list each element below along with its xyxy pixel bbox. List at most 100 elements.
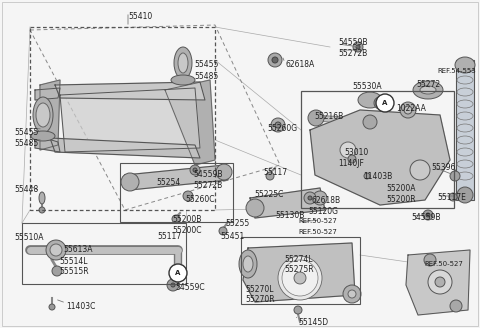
Circle shape xyxy=(404,106,412,114)
Text: 55117E: 55117E xyxy=(437,193,466,202)
Circle shape xyxy=(49,304,55,310)
Polygon shape xyxy=(165,80,215,165)
Text: 55200A: 55200A xyxy=(386,184,416,193)
Circle shape xyxy=(340,142,356,158)
Text: 55613A: 55613A xyxy=(63,245,93,254)
Circle shape xyxy=(278,256,322,300)
Circle shape xyxy=(52,266,62,276)
Text: A: A xyxy=(382,100,388,106)
Circle shape xyxy=(282,260,318,296)
Circle shape xyxy=(304,192,316,204)
Circle shape xyxy=(423,210,433,220)
Ellipse shape xyxy=(358,92,382,108)
Circle shape xyxy=(39,207,45,213)
Ellipse shape xyxy=(39,192,45,204)
Text: 54559B: 54559B xyxy=(411,213,441,222)
Bar xyxy=(241,237,360,304)
Ellipse shape xyxy=(36,103,50,127)
Circle shape xyxy=(172,215,180,223)
Circle shape xyxy=(272,57,278,63)
Text: 55272B: 55272B xyxy=(193,181,222,190)
Text: 55270L: 55270L xyxy=(245,285,274,294)
Text: 54559B: 54559B xyxy=(338,38,368,47)
Circle shape xyxy=(374,97,386,109)
Text: 55254: 55254 xyxy=(156,178,180,187)
Polygon shape xyxy=(125,165,228,190)
Polygon shape xyxy=(35,135,60,152)
Circle shape xyxy=(424,254,436,266)
Text: 1140JF: 1140JF xyxy=(338,159,364,168)
Text: 55216B: 55216B xyxy=(314,112,343,121)
Text: 55145D: 55145D xyxy=(298,318,328,327)
Text: 55514L: 55514L xyxy=(59,257,87,266)
Ellipse shape xyxy=(363,115,377,129)
Text: 55448: 55448 xyxy=(14,185,38,194)
Circle shape xyxy=(219,227,227,235)
Circle shape xyxy=(183,191,193,201)
Text: 55225C: 55225C xyxy=(254,190,283,199)
Ellipse shape xyxy=(174,47,192,79)
Text: 62618A: 62618A xyxy=(285,60,314,69)
Ellipse shape xyxy=(246,199,264,217)
Polygon shape xyxy=(35,88,60,100)
Ellipse shape xyxy=(413,81,443,99)
Circle shape xyxy=(294,306,302,314)
Ellipse shape xyxy=(31,131,55,141)
Ellipse shape xyxy=(313,191,327,205)
Circle shape xyxy=(190,165,200,175)
Bar xyxy=(30,27,215,210)
Circle shape xyxy=(356,45,360,49)
Text: 11403C: 11403C xyxy=(66,302,96,311)
Text: 11403B: 11403B xyxy=(363,172,392,181)
Ellipse shape xyxy=(243,256,253,272)
Text: 55200B: 55200B xyxy=(172,215,202,224)
Text: 1022AA: 1022AA xyxy=(396,104,426,113)
Ellipse shape xyxy=(400,102,416,118)
Text: 55120G: 55120G xyxy=(308,207,338,216)
Circle shape xyxy=(435,277,445,287)
Text: 55272: 55272 xyxy=(416,80,440,89)
Text: 55200R: 55200R xyxy=(386,195,416,204)
Ellipse shape xyxy=(308,110,324,126)
Text: REF.50-527: REF.50-527 xyxy=(424,261,463,267)
Circle shape xyxy=(271,118,285,132)
Text: 55260C: 55260C xyxy=(185,195,215,204)
Ellipse shape xyxy=(457,187,473,203)
Bar xyxy=(120,163,233,222)
Circle shape xyxy=(364,173,370,179)
Text: 53010: 53010 xyxy=(344,148,368,157)
Circle shape xyxy=(308,196,312,200)
Ellipse shape xyxy=(121,173,139,191)
Bar xyxy=(22,223,186,284)
Text: 55260G: 55260G xyxy=(267,124,297,133)
Circle shape xyxy=(428,270,452,294)
Text: 62618B: 62618B xyxy=(312,196,341,205)
Text: 54559B: 54559B xyxy=(193,170,223,179)
Circle shape xyxy=(377,100,383,106)
Circle shape xyxy=(410,160,430,180)
Bar xyxy=(456,60,474,200)
Circle shape xyxy=(268,53,282,67)
Circle shape xyxy=(294,272,306,284)
Text: 55130B: 55130B xyxy=(275,211,304,220)
Polygon shape xyxy=(55,82,205,100)
Ellipse shape xyxy=(239,250,257,278)
Text: 54559C: 54559C xyxy=(175,283,204,292)
Circle shape xyxy=(353,42,363,52)
Circle shape xyxy=(193,168,197,172)
Text: 55255: 55255 xyxy=(225,219,249,228)
Ellipse shape xyxy=(216,164,232,180)
Circle shape xyxy=(50,244,62,256)
Text: 55274L: 55274L xyxy=(284,255,312,264)
Text: 55396: 55396 xyxy=(431,163,456,172)
Polygon shape xyxy=(243,243,355,302)
Text: 55515R: 55515R xyxy=(59,267,89,276)
Text: 55485: 55485 xyxy=(194,72,218,81)
Ellipse shape xyxy=(455,57,475,73)
Polygon shape xyxy=(406,250,470,315)
Polygon shape xyxy=(60,88,200,152)
Circle shape xyxy=(167,279,179,291)
Text: 55530A: 55530A xyxy=(352,82,382,91)
Ellipse shape xyxy=(420,86,436,94)
Text: 55270R: 55270R xyxy=(245,295,275,304)
